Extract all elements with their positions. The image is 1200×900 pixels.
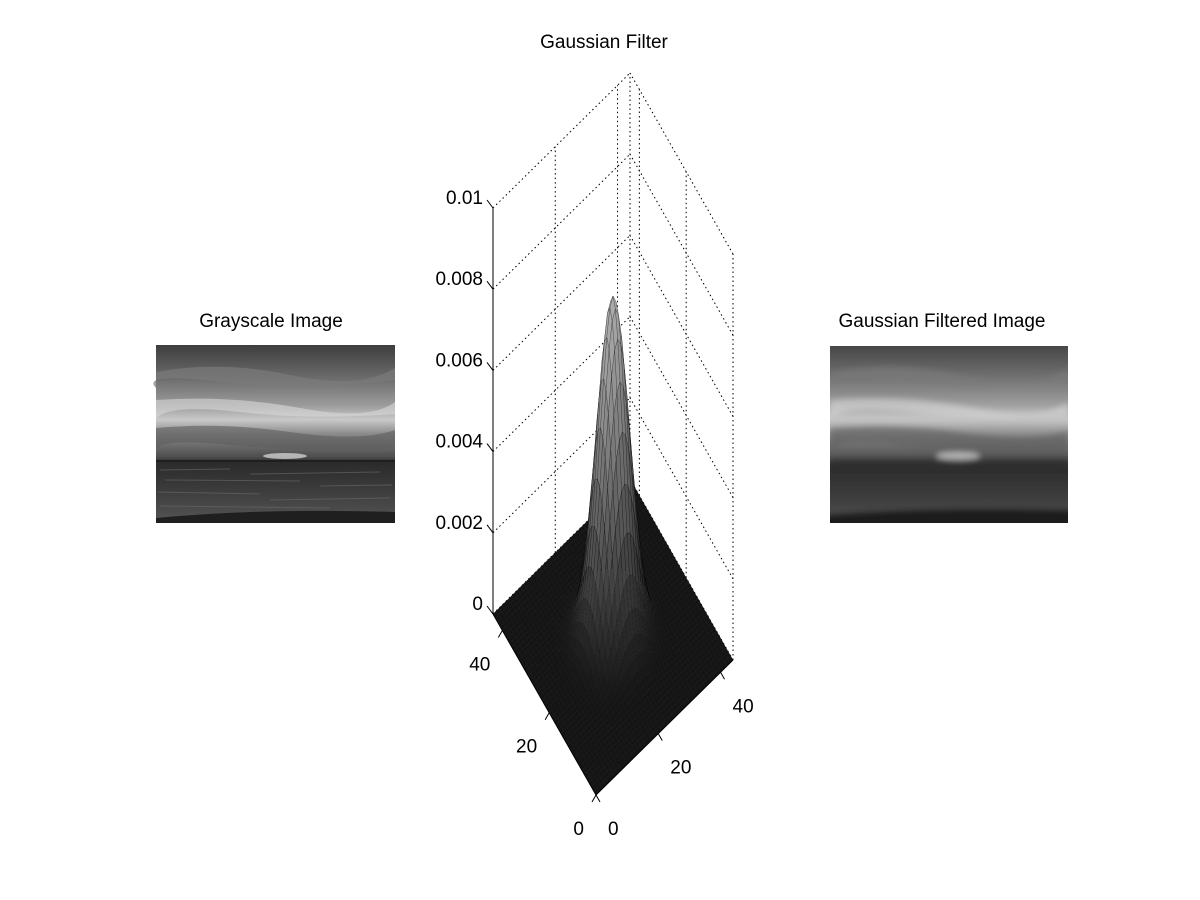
z-tick-label: 0.002 [435, 513, 483, 534]
grid-line-z-back-left [492, 397, 631, 534]
z-tick-mark [486, 524, 494, 534]
z-tick-mark [486, 199, 494, 209]
grid-line-z-back-left [492, 72, 631, 209]
surface-tick-labels: 0 0.002 0.004 0.006 0.008 0.01 0 20 40 0 20 40 [435, 188, 753, 840]
y-tick-label: 40 [469, 654, 490, 675]
gaussian-surface [492, 295, 734, 796]
x-tick-label: 20 [670, 758, 691, 779]
y-tick-mark [544, 712, 550, 720]
x-tick-mark [595, 794, 601, 803]
filtered-image [830, 346, 1068, 523]
grid-line-z-back-left [492, 235, 631, 371]
x-axis [595, 659, 734, 796]
grid-line-z-back-right [629, 235, 734, 417]
z-tick-mark [486, 443, 494, 452]
x-tick-mark [720, 672, 725, 680]
x-tick-label: 0 [608, 819, 619, 840]
z-tick-label: 0 [472, 594, 483, 615]
grid-line-z-back-right [629, 72, 734, 255]
z-tick-label: 0.01 [446, 188, 483, 209]
z-tick-label: 0.008 [435, 269, 483, 290]
grid-line-z-back-right [629, 153, 734, 336]
z-tick-label: 0.004 [435, 432, 483, 453]
z-tick-mark [486, 605, 494, 615]
y-tick-label: 0 [573, 819, 584, 840]
grayscale-image-title: Grayscale Image [199, 311, 343, 332]
y-tick-mark [497, 630, 503, 638]
x-tick-label: 40 [733, 696, 754, 717]
y-tick-label: 20 [516, 737, 537, 758]
grid-line-z-back-right [629, 316, 734, 498]
grid-line-z-back-left [492, 153, 631, 290]
filtered-image-panel: Gaussian Filtered Image [830, 311, 1068, 523]
grid-line-z-back-left [492, 316, 631, 452]
grayscale-image [153, 345, 395, 523]
z-tick-label: 0.006 [435, 350, 483, 371]
y-axis [492, 613, 597, 796]
grayscale-image-panel: Grayscale Image [153, 311, 395, 523]
filtered-image-title: Gaussian Filtered Image [839, 311, 1046, 332]
gaussian-filter-plot: Gaussian Filter 0 0.002 0.004 0.006 0.008 0.0… [435, 32, 753, 840]
surface-axes [486, 199, 734, 803]
x-tick-mark [657, 733, 663, 741]
y-tick-mark [591, 794, 597, 803]
z-tick-mark [486, 362, 494, 371]
grid-line-z-back-right [629, 397, 734, 580]
z-tick-mark [486, 280, 494, 290]
gaussian-filter-title: Gaussian Filter [540, 32, 668, 53]
